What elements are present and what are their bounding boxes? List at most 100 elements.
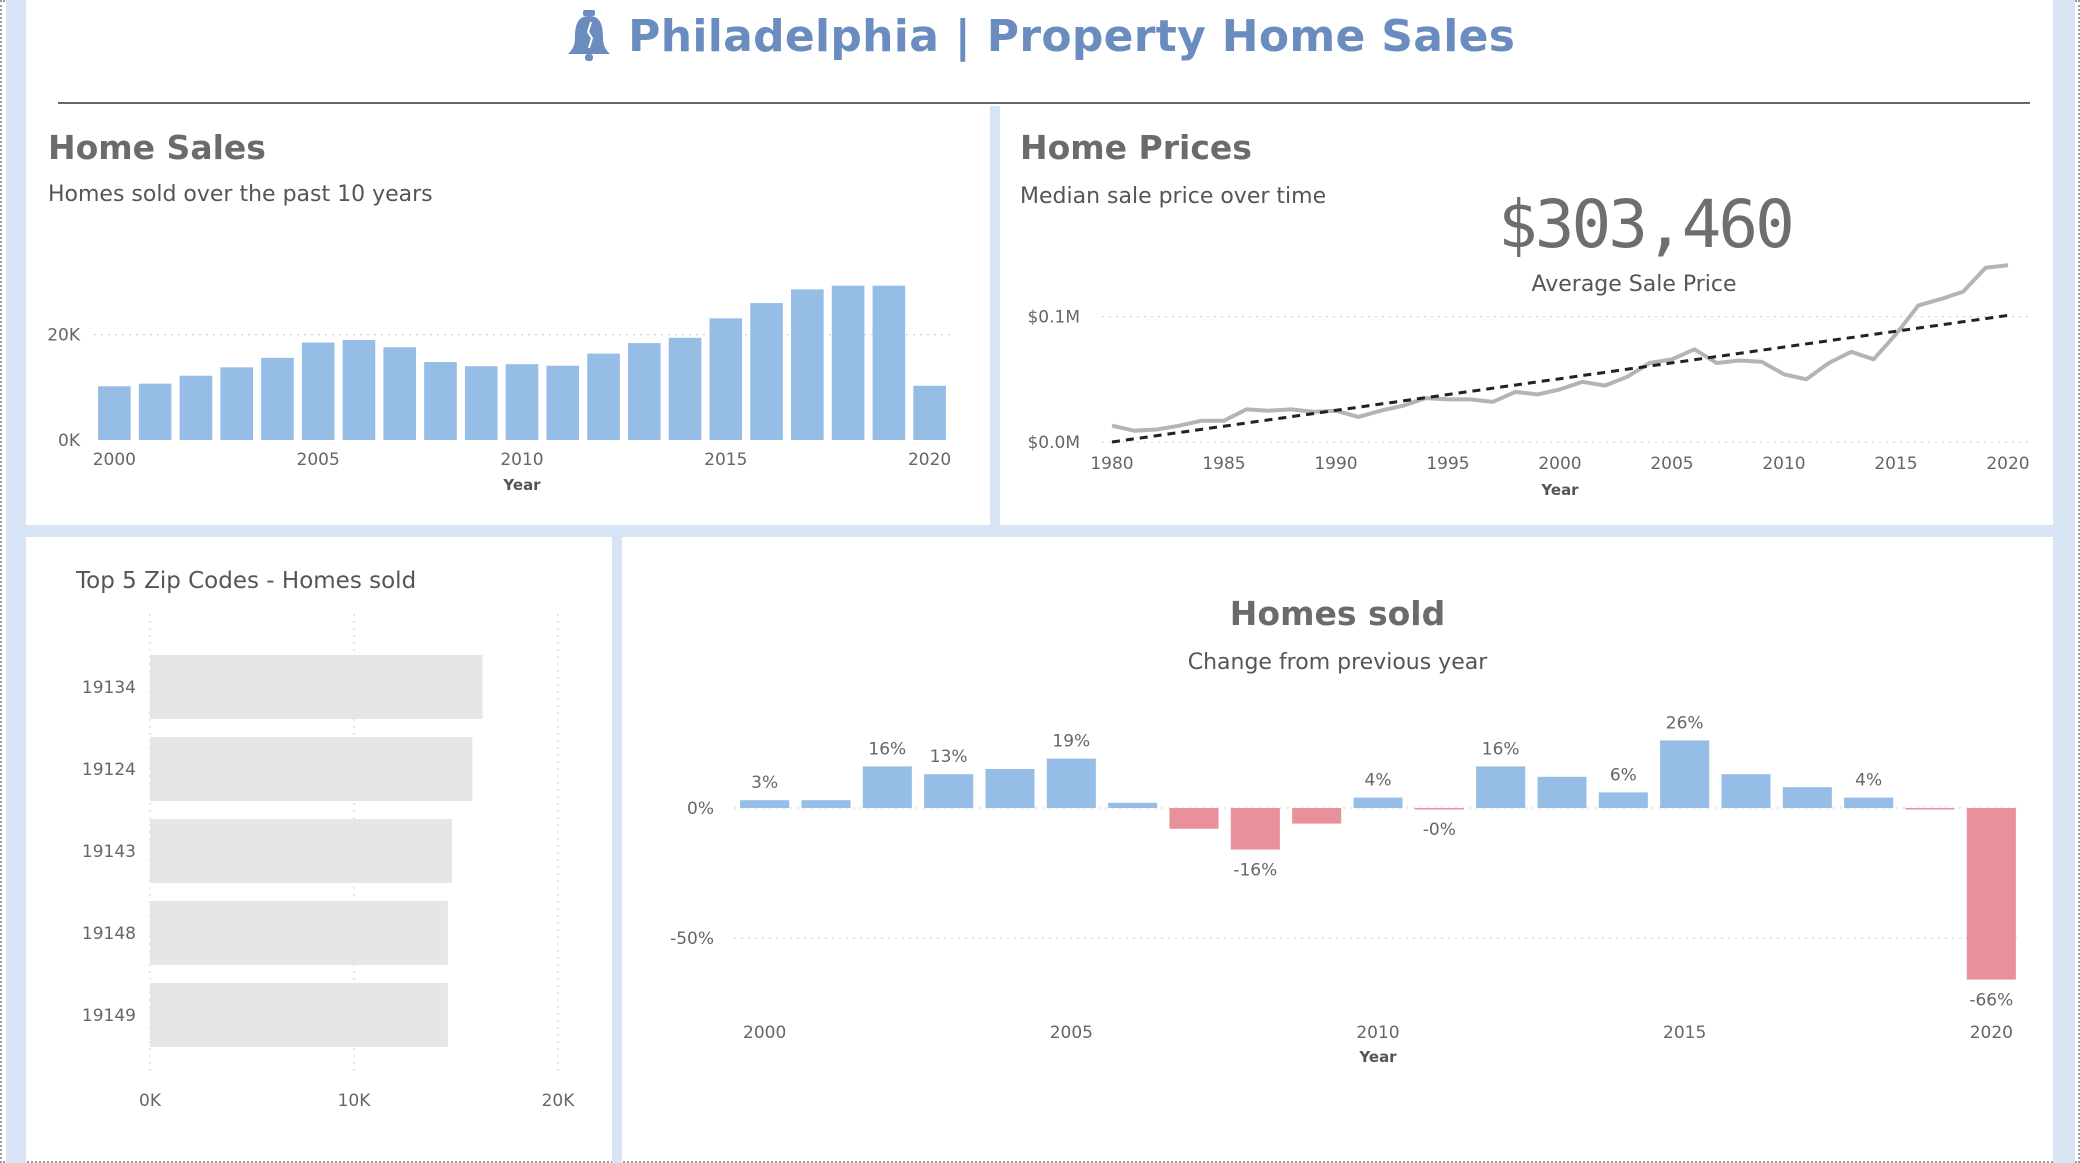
zip-label: 19143	[82, 842, 136, 862]
zip-bar	[150, 901, 448, 965]
bar	[342, 339, 376, 440]
bar	[301, 342, 335, 440]
x-tick-label: 2020	[1970, 1023, 2013, 1043]
dashboard-header: Philadelphia | Property Home Sales	[26, 0, 2053, 104]
zip-label: 19124	[82, 760, 136, 780]
data-label: 16%	[868, 739, 906, 759]
data-label: 6%	[1610, 765, 1637, 785]
x-tick-label: 2010	[1762, 454, 1805, 474]
zip-bar	[150, 983, 448, 1047]
x-tick-label: 1990	[1314, 454, 1357, 474]
x-tick-label: 2015	[1874, 454, 1917, 474]
change-bar	[801, 800, 851, 808]
data-label: -66%	[1969, 991, 2013, 1011]
bar	[668, 337, 702, 440]
zip-label: 19149	[82, 1006, 136, 1026]
panel-divider-horizontal	[26, 525, 2053, 537]
homes-change-chart[interactable]: 0% -50% 3% 16% 13% 19% -16% 4% -0% 16% 6% 26% 4% -66%…	[622, 700, 2053, 1080]
x-tick-label: 2005	[297, 450, 340, 470]
bar	[831, 285, 865, 440]
data-label: 4%	[1855, 771, 1882, 791]
header-divider	[58, 102, 2030, 104]
panel-divider-bottom	[612, 537, 622, 1163]
home-prices-subtitle: Median sale price over time	[1020, 184, 1327, 209]
data-label: 26%	[1666, 713, 1704, 733]
bar	[383, 347, 417, 440]
homes-change-subtitle: Change from previous year	[1187, 650, 1488, 675]
bar	[709, 318, 743, 440]
change-bar	[1782, 787, 1832, 808]
zip-label: 19148	[82, 924, 136, 944]
x-tick-label: 2005	[1650, 454, 1693, 474]
data-label: 19%	[1052, 732, 1090, 752]
right-margin-band	[2053, 0, 2075, 1163]
trend-line	[1111, 313, 2009, 444]
top-zip-chart[interactable]: 0K 10K 20K 19134 19124 19143 19148 19149	[26, 610, 612, 1120]
home-sales-title: Home Sales	[48, 128, 266, 167]
y-tick-label: $0.0M	[1027, 433, 1080, 453]
x-axis-title: Year	[1358, 1048, 1397, 1066]
x-tick-label: 10K	[338, 1091, 372, 1111]
data-label: 16%	[1482, 739, 1520, 759]
panel-divider-top	[990, 106, 1000, 526]
bar	[750, 303, 783, 440]
zip-label: 19134	[82, 678, 136, 698]
change-bar	[1046, 758, 1096, 808]
change-bar	[1537, 776, 1587, 808]
x-tick-label: 1980	[1090, 454, 1133, 474]
x-tick-label: 2000	[93, 450, 136, 470]
data-label: 13%	[930, 747, 968, 767]
data-label: 4%	[1365, 771, 1392, 791]
x-tick-label: 2010	[500, 450, 543, 470]
change-bar	[1414, 808, 1464, 810]
y-tick-label: 0%	[687, 799, 714, 819]
average-sale-price-label: Average Sale Price	[1531, 272, 1737, 297]
y-tick-label: 20K	[47, 326, 81, 346]
x-tick-label: 2020	[908, 450, 951, 470]
left-margin-band	[6, 0, 26, 1163]
change-bar	[1966, 808, 2016, 980]
change-bar	[740, 800, 790, 808]
change-bar	[985, 769, 1035, 808]
zip-bar	[150, 819, 452, 883]
change-bar	[1905, 808, 1955, 810]
bar	[138, 383, 172, 440]
homes-change-title: Homes sold	[1229, 594, 1446, 633]
title-bar: Philadelphia | Property Home Sales	[26, 8, 2053, 64]
x-tick-label: 2000	[743, 1023, 786, 1043]
x-tick-label: 2015	[704, 450, 747, 470]
change-bar	[1169, 808, 1219, 829]
bar	[261, 357, 294, 440]
bar	[424, 362, 457, 440]
x-tick-label: 2015	[1663, 1023, 1706, 1043]
change-bar	[1721, 774, 1771, 808]
liberty-bell-icon	[567, 10, 610, 61]
bar	[546, 365, 580, 440]
zip-bar	[150, 655, 483, 719]
bar	[872, 285, 906, 440]
x-tick-label: 2000	[1538, 454, 1581, 474]
x-axis-title: Year	[1540, 481, 1579, 499]
data-label: -16%	[1233, 861, 1277, 881]
average-sale-price-value: $303,460	[1498, 186, 1795, 263]
x-tick-label: 1995	[1426, 454, 1469, 474]
change-bar	[1476, 766, 1526, 808]
x-tick-label: 2020	[1986, 454, 2029, 474]
bar	[627, 343, 661, 440]
home-sales-chart[interactable]: 0K 20K 2000 2005 2010 2015 2020 Year	[26, 270, 986, 510]
bar	[505, 364, 539, 440]
x-tick-label: 2010	[1356, 1023, 1399, 1043]
change-bar	[1230, 808, 1280, 850]
home-prices-chart[interactable]: $0.0M $0.1M 1980 1985 1990 1995 2000 2005 2010 20…	[1000, 240, 2053, 520]
y-tick-label: -50%	[670, 929, 714, 949]
y-tick-label: 0K	[58, 431, 81, 451]
zip-bar	[150, 737, 473, 801]
bar	[464, 366, 498, 440]
home-prices-title: Home Prices	[1020, 128, 1252, 167]
change-bar	[1598, 792, 1648, 808]
change-bar	[862, 766, 912, 808]
median-price-line	[1111, 263, 2009, 433]
change-bar	[1844, 797, 1894, 808]
x-axis-title: Year	[502, 476, 541, 494]
